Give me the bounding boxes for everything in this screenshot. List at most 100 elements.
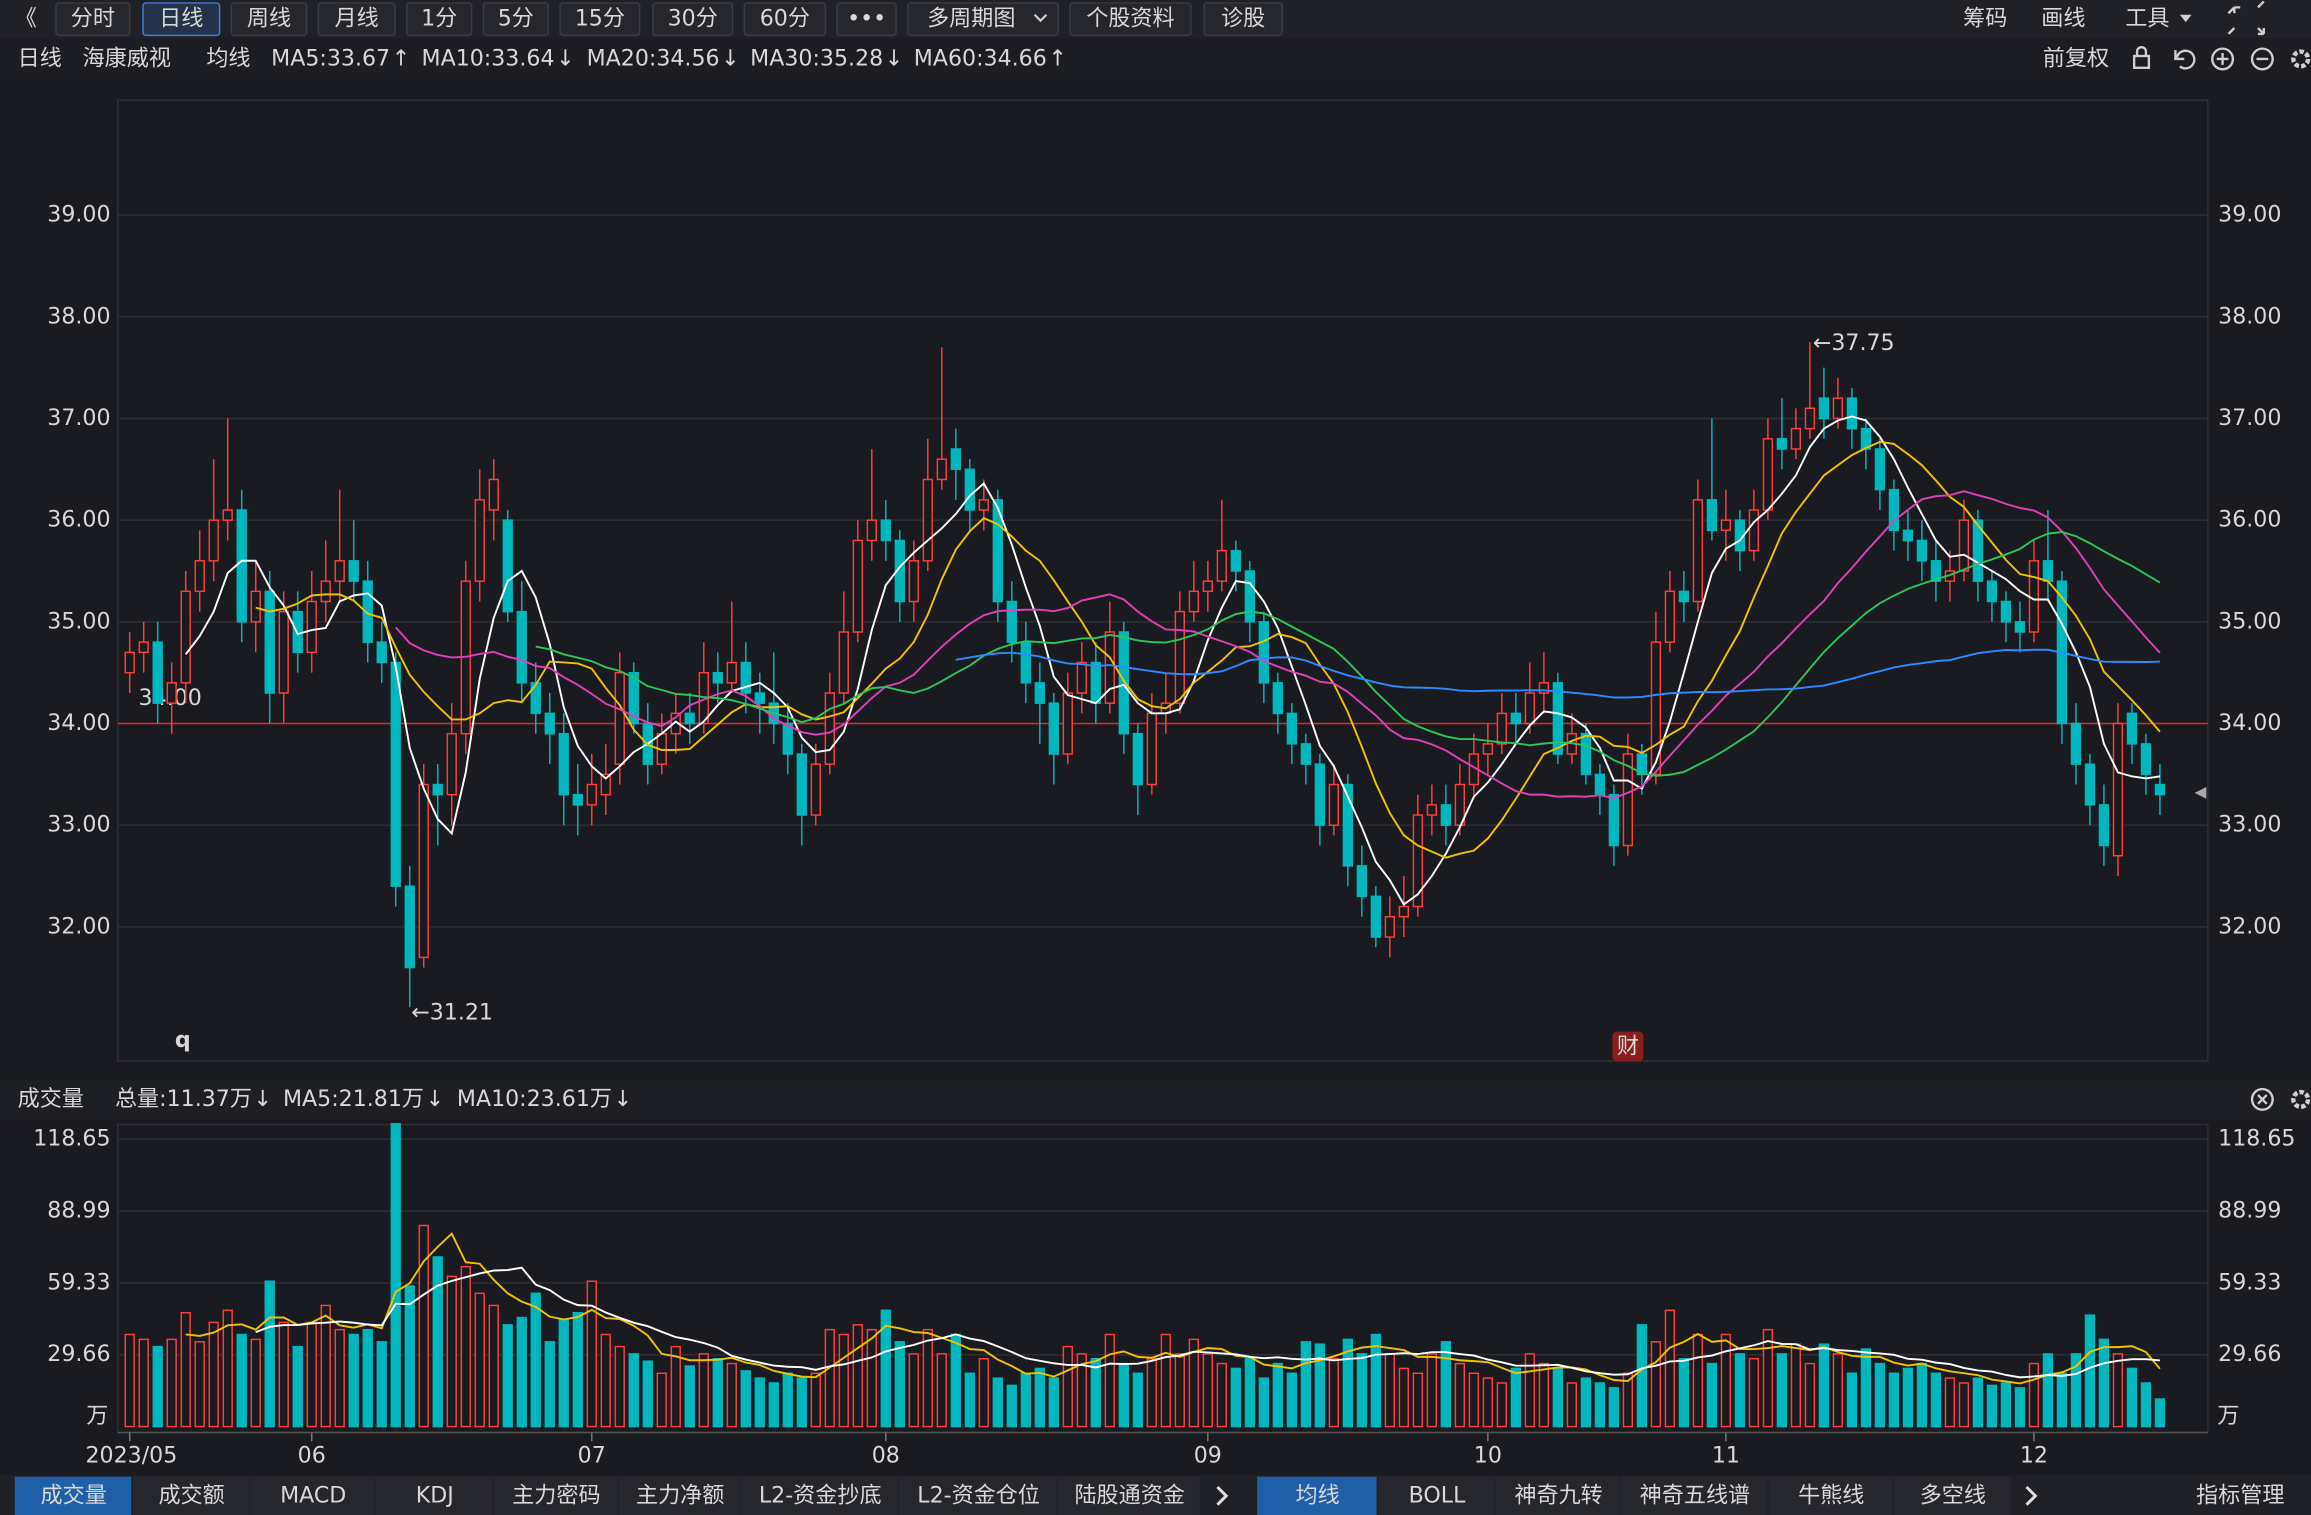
tabs-more-left[interactable] — [1216, 1485, 1229, 1506]
period-button[interactable] — [142, 2, 221, 37]
candle-body — [1286, 712, 1297, 745]
period-label: 月线 — [335, 6, 379, 32]
zoom-out-icon[interactable] — [2250, 47, 2274, 71]
candle-body — [824, 692, 835, 765]
candle-body — [530, 682, 541, 715]
candle-body — [684, 712, 695, 725]
indicator-manage[interactable]: 指标管理 — [2196, 1482, 2284, 1508]
candle-body — [264, 590, 275, 694]
candle-body — [1062, 692, 1073, 755]
period-button[interactable] — [1203, 2, 1283, 37]
volume-bar — [1720, 1333, 1732, 1428]
candle-body — [404, 885, 415, 969]
overlay-tab[interactable] — [1495, 1476, 1620, 1515]
candle-body — [516, 610, 527, 684]
candle-body — [1958, 519, 1970, 572]
settings-icon[interactable] — [2291, 49, 2311, 69]
candle-body — [880, 519, 891, 542]
overlay-tab-label: 均线 — [1296, 1482, 1340, 1508]
undo-icon[interactable] — [2174, 49, 2196, 70]
candle-body — [866, 519, 877, 542]
x-tick-label: 09 — [1194, 1443, 1222, 1469]
indicator-tab[interactable] — [375, 1476, 493, 1515]
indicator-tab[interactable] — [899, 1476, 1057, 1515]
volume-bar — [2154, 1398, 2166, 1428]
period-button[interactable] — [836, 2, 897, 37]
volume-settings-icon[interactable] — [2291, 1089, 2311, 1109]
adjust-mode[interactable]: 前复权 — [2043, 45, 2109, 71]
toolbar-tool[interactable]: 画线 — [2041, 6, 2085, 32]
candle-body — [334, 560, 345, 582]
volume-bar — [936, 1353, 947, 1428]
volume-bar — [1958, 1382, 1970, 1428]
badge-box[interactable] — [1612, 1031, 1644, 1062]
volume-bar — [782, 1372, 793, 1428]
indicator-tab[interactable] — [250, 1476, 375, 1515]
period-button[interactable] — [1069, 2, 1192, 37]
volume-bar — [334, 1328, 345, 1428]
period-button[interactable] — [743, 2, 827, 37]
candle-body — [2014, 621, 2026, 633]
overlay-tab[interactable] — [1893, 1476, 2011, 1515]
ma-legend-arrow: ↓ — [721, 45, 740, 71]
volume-bar — [1832, 1353, 1844, 1428]
ma-legend: MA5:33.67 — [271, 45, 390, 71]
volume-header — [0, 1080, 2311, 1121]
fullscreen-icon[interactable] — [2227, 0, 2266, 36]
overlay-tab[interactable] — [1257, 1476, 1377, 1515]
candle-body — [1328, 783, 1339, 826]
indicator-tab[interactable] — [14, 1476, 132, 1515]
period-button[interactable] — [559, 2, 641, 37]
toolbar-tool[interactable]: 工具 — [2125, 6, 2169, 32]
toolbar-tool[interactable]: 筹码 — [1963, 6, 2007, 32]
candle-body — [1888, 488, 1900, 532]
volume-bar — [852, 1324, 863, 1428]
price-pointer — [2194, 786, 2207, 799]
ma-legend: MA10:33.64 — [422, 45, 555, 71]
volume-bar — [1034, 1367, 1045, 1428]
indicator-tab[interactable] — [741, 1476, 898, 1515]
close-volume-icon[interactable] — [2250, 1087, 2274, 1111]
candle-body — [2154, 783, 2166, 796]
period-button[interactable] — [55, 2, 131, 37]
tabs-more-right[interactable] — [2025, 1485, 2038, 1506]
volume-bar — [1188, 1338, 1199, 1428]
back-button[interactable]: 《 — [15, 6, 37, 32]
candle-body — [1832, 397, 1844, 420]
indicator-tab[interactable] — [493, 1476, 618, 1515]
volume-bar — [1356, 1353, 1367, 1428]
y-tick-label-right: 32.00 — [2218, 913, 2281, 939]
volume-bar — [1552, 1367, 1564, 1428]
overlay-tab[interactable] — [1768, 1476, 1893, 1515]
indicator-tab[interactable] — [619, 1476, 740, 1515]
candle-body — [600, 773, 611, 796]
candle-body — [1258, 621, 1269, 684]
indicator-tab[interactable] — [1058, 1476, 1200, 1515]
period-button[interactable] — [482, 2, 550, 37]
period-button[interactable] — [317, 2, 396, 37]
volume-legend-arrow: ↓ — [253, 1086, 272, 1112]
volume-bar — [1090, 1358, 1101, 1428]
volume-bar — [166, 1338, 177, 1428]
volume-bar — [194, 1341, 205, 1428]
x-tick-label: 11 — [1712, 1443, 1740, 1469]
indicator-tab[interactable] — [132, 1476, 250, 1515]
volume-bar — [530, 1292, 541, 1428]
volume-bar — [208, 1321, 219, 1428]
volume-tick-right: 29.66 — [2218, 1341, 2281, 1367]
volume-bar — [2140, 1382, 2152, 1428]
candle-body — [138, 641, 149, 654]
candle-body — [2028, 560, 2040, 633]
period-label: 个股资料 — [1086, 6, 1174, 32]
volume-bar — [880, 1309, 891, 1428]
candle-body — [376, 641, 387, 664]
period-button[interactable] — [406, 2, 473, 37]
period-button[interactable] — [652, 2, 734, 37]
period-button[interactable] — [230, 2, 308, 37]
lock-icon[interactable] — [2132, 54, 2151, 69]
overlay-tab[interactable] — [1378, 1476, 1495, 1515]
zoom-in-icon[interactable] — [2211, 47, 2235, 71]
volume-bar — [1272, 1362, 1283, 1428]
overlay-tab[interactable] — [1621, 1476, 1768, 1515]
period-button[interactable] — [907, 2, 1059, 37]
